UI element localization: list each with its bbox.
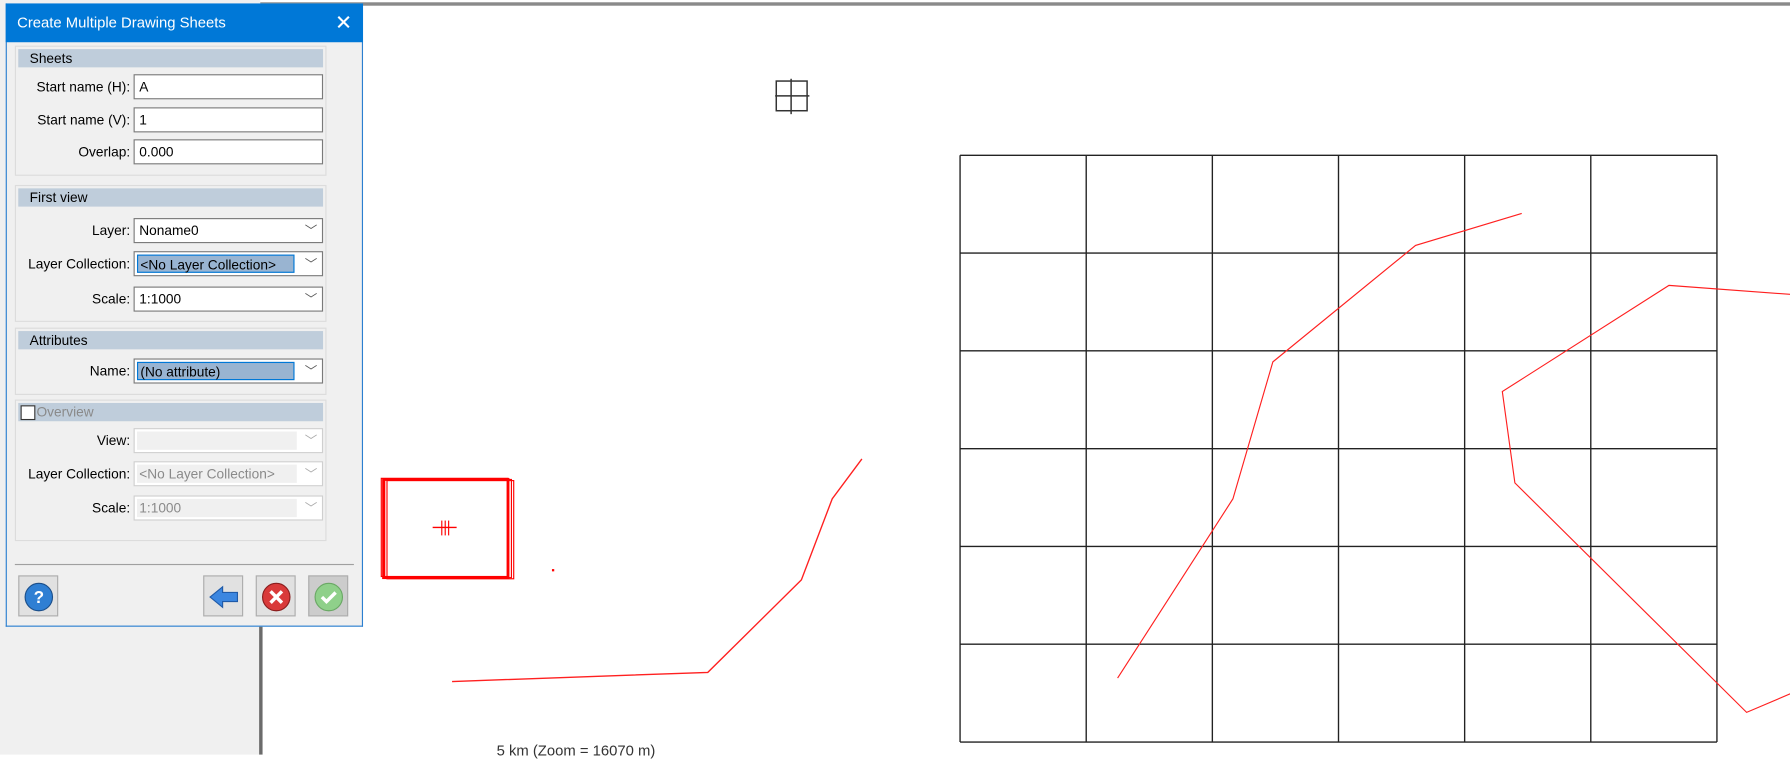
overview-scale-label: Scale:: [92, 500, 131, 516]
chevron-down-icon: ﹀: [304, 365, 318, 380]
sheets-header: Sheets: [18, 49, 324, 68]
dialog-divider: [14, 563, 354, 566]
layer-dropdown[interactable]: Noname0 ﹀: [133, 218, 324, 244]
dialog-title: Create Multiple Drawing Sheets: [17, 13, 226, 31]
start-name-v-input[interactable]: [133, 107, 324, 133]
layer-label: Layer:: [92, 222, 131, 239]
grid-cursor-icon: [775, 78, 810, 115]
scale-value: 1:1000: [139, 291, 182, 308]
layer-value: Noname0: [139, 222, 199, 239]
close-icon[interactable]: ✕: [335, 11, 353, 35]
overlap-label: Overlap:: [78, 143, 131, 160]
chevron-down-icon: ﹀: [304, 224, 318, 239]
help-icon: ?: [24, 582, 54, 612]
red-line-3: [452, 458, 863, 683]
overview-scale-value: 1:1000: [136, 498, 297, 518]
layer-collection-dropdown[interactable]: <No Layer Collection> ﹀: [133, 251, 324, 277]
chevron-down-icon: ﹀: [304, 434, 318, 449]
overview-view-dropdown[interactable]: ﹀: [133, 428, 324, 454]
scale-dropdown[interactable]: 1:1000 ﹀: [133, 286, 324, 312]
cancel-icon: [261, 582, 291, 612]
cancel-button[interactable]: [255, 575, 296, 617]
arrow-left-icon: [209, 585, 239, 609]
svg-text:?: ?: [34, 588, 44, 607]
attribute-name-label: Name:: [89, 363, 131, 380]
start-name-h-input[interactable]: [133, 74, 324, 100]
overview-layer-collection-label: Layer Collection:: [28, 465, 131, 482]
overview-header: Overview: [18, 402, 324, 422]
overview-scale-dropdown[interactable]: 1:1000 ﹀: [133, 495, 324, 521]
sheet-grid: [959, 154, 1718, 743]
red-sheet-frames: [380, 477, 555, 580]
overview-view-label: View:: [96, 432, 131, 449]
overlap-input[interactable]: [133, 139, 324, 165]
chevron-down-icon: ﹀: [304, 468, 318, 482]
overview-view-value: [136, 431, 297, 450]
canvas-top-border: [260, 2, 1790, 6]
chevron-down-icon: ﹀: [304, 257, 318, 272]
attributes-group: Attributes Name: (No attribute) ﹀: [14, 327, 327, 395]
overview-layer-collection-dropdown[interactable]: <No Layer Collection> ﹀: [133, 461, 324, 487]
start-name-v-label: Start name (V):: [37, 111, 131, 128]
overview-group: Overview View: ﹀ Layer Collection: <No L…: [14, 399, 327, 542]
overview-label: Overview: [36, 404, 94, 421]
attributes-header: Attributes: [18, 331, 324, 350]
create-multiple-drawing-sheets-dialog: Create Multiple Drawing Sheets ✕ Sheets …: [5, 3, 364, 627]
panel-splitter[interactable]: [259, 616, 263, 755]
red-line-2: [1501, 284, 1790, 714]
chevron-down-icon: ﹀: [304, 502, 318, 516]
overview-layer-collection-value: <No Layer Collection>: [136, 464, 297, 483]
start-name-h-label: Start name (H):: [36, 78, 131, 95]
layer-collection-label: Layer Collection:: [28, 255, 131, 272]
overview-checkbox[interactable]: [20, 405, 36, 421]
attribute-name-dropdown[interactable]: (No attribute) ﹀: [133, 358, 324, 384]
back-button[interactable]: [203, 575, 244, 617]
scale-bar-label: 5 km (Zoom = 16070 m): [496, 742, 656, 759]
checkmark-icon: [314, 582, 344, 612]
dialog-titlebar[interactable]: Create Multiple Drawing Sheets ✕: [5, 3, 364, 43]
scale-label: Scale:: [92, 291, 131, 308]
attribute-name-value: (No attribute): [136, 361, 295, 381]
sheets-group: Sheets Start name (H): Start name (V): O…: [14, 45, 327, 176]
layer-collection-value: <No Layer Collection>: [136, 254, 295, 273]
help-button[interactable]: ?: [18, 575, 59, 617]
ok-button[interactable]: [308, 575, 349, 617]
red-line-1: [1117, 212, 1522, 679]
first-view-group: First view Layer: Noname0 ﹀ Layer Collect…: [14, 184, 327, 322]
chevron-down-icon: ﹀: [304, 293, 318, 308]
first-view-header: First view: [18, 188, 324, 207]
